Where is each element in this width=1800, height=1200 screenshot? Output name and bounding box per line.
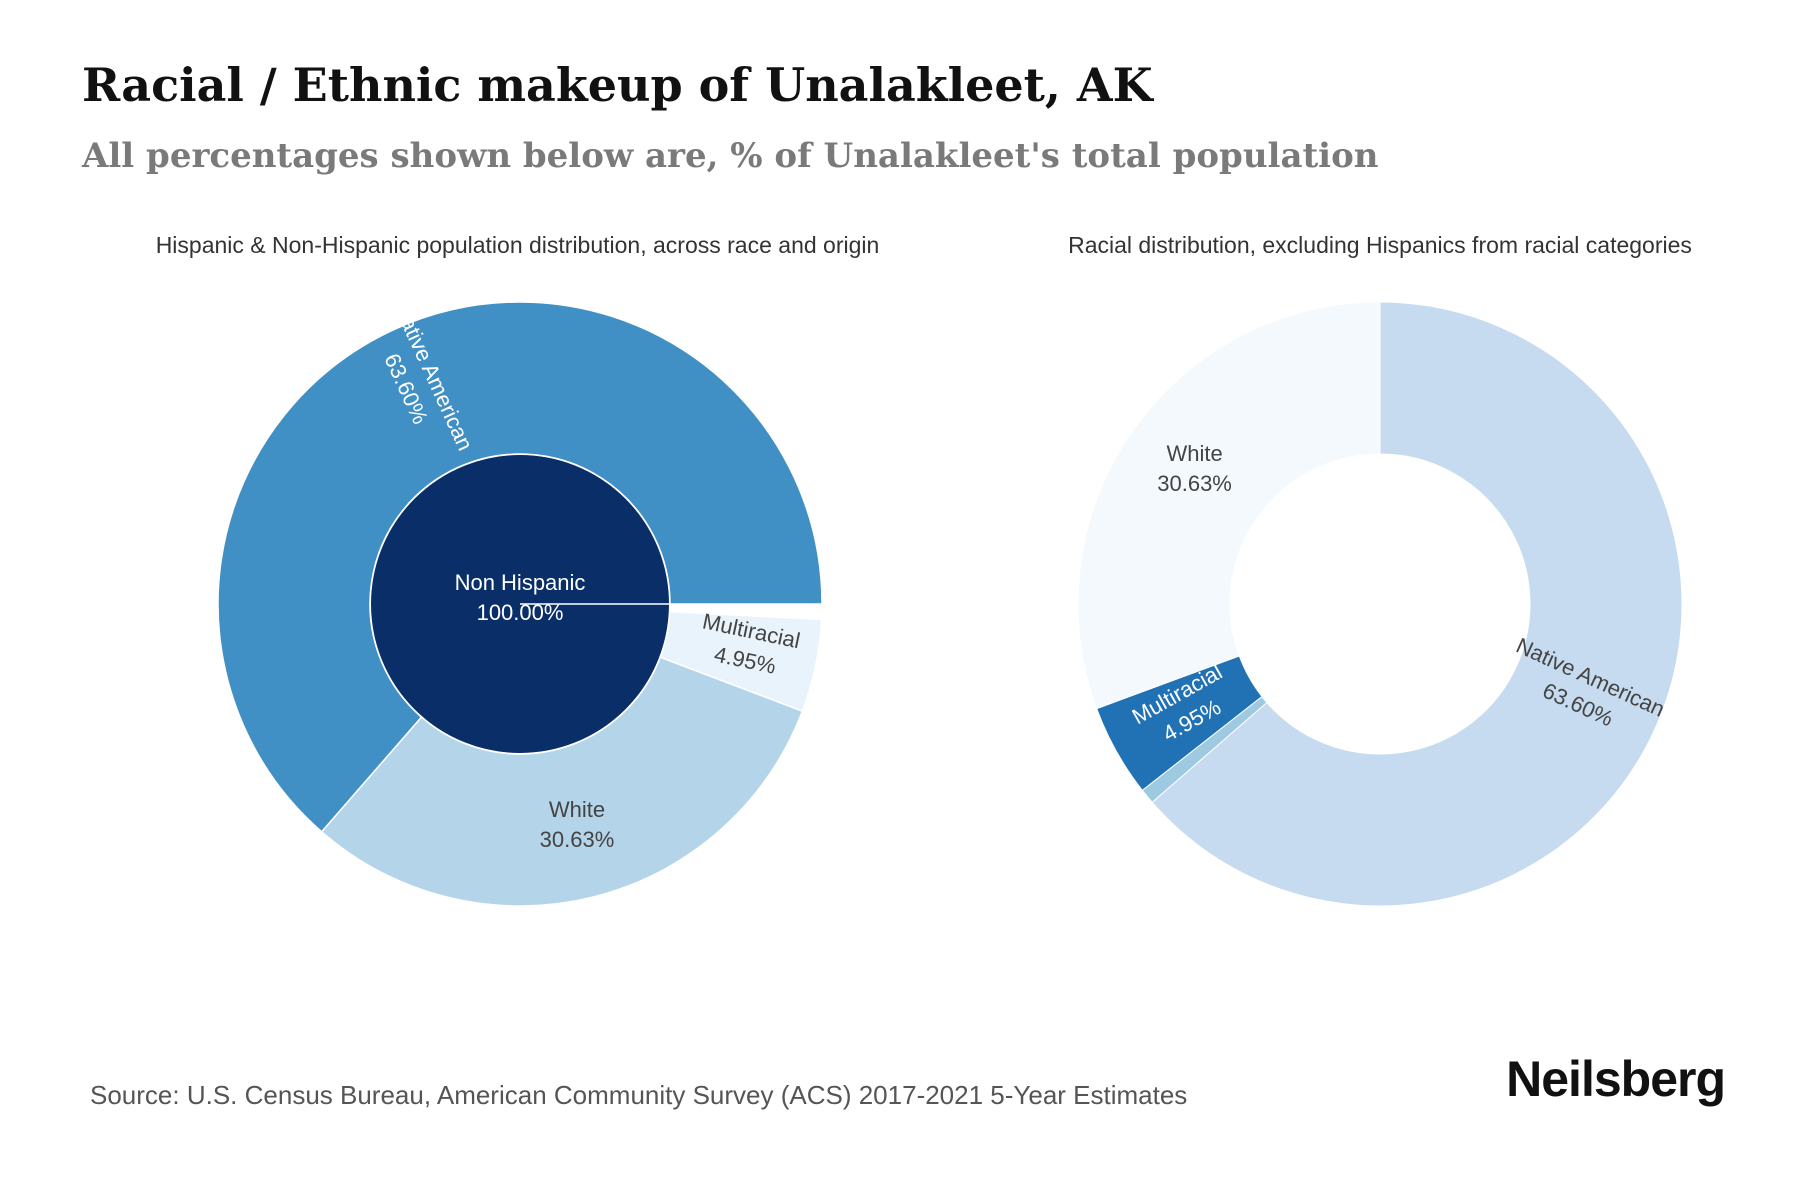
donut-label-white: White 30.63% — [1157, 441, 1232, 496]
page-title: Racial / Ethnic makeup of Unalakleet, AK — [82, 58, 1153, 112]
inner-label-non-hispanic: Non Hispanic 100.00% — [455, 570, 586, 625]
inner-label-non-hispanic-name: Non Hispanic — [455, 570, 586, 595]
chart-racial-distribution: Racial distribution, excluding Hispanics… — [1000, 232, 1800, 932]
outer-slice-multiracial — [659, 610, 823, 713]
outer-slice-white — [320, 656, 804, 907]
donut-label-white-value: 30.63% — [1157, 471, 1232, 496]
outer-slice-native-american — [217, 301, 823, 833]
chart2-title: Racial distribution, excluding Hispanics… — [1068, 232, 1692, 258]
outer-label-white: White 30.63% — [540, 797, 615, 852]
page-subtitle: All percentages shown below are, % of Un… — [82, 136, 1379, 176]
outer-label-white-name: White — [549, 797, 605, 822]
inner-label-non-hispanic-value: 100.00% — [477, 600, 564, 625]
chart2-svg: Native American63.60%Multiracial4.95%Whi… — [1077, 301, 1683, 907]
donut-slice-native-american — [1151, 301, 1683, 907]
donut-label-white-name: White — [1166, 441, 1222, 466]
donut-slice-white — [1077, 301, 1381, 710]
chart1-title: Hispanic & Non-Hispanic population distr… — [155, 232, 880, 258]
brand-logo: Neilsberg — [1506, 1051, 1726, 1107]
chart-hispanic-distribution: Hispanic & Non-Hispanic population distr… — [0, 232, 1040, 932]
outer-label-white-value: 30.63% — [540, 827, 615, 852]
source-note: Source: U.S. Census Bureau, American Com… — [90, 1080, 1188, 1110]
